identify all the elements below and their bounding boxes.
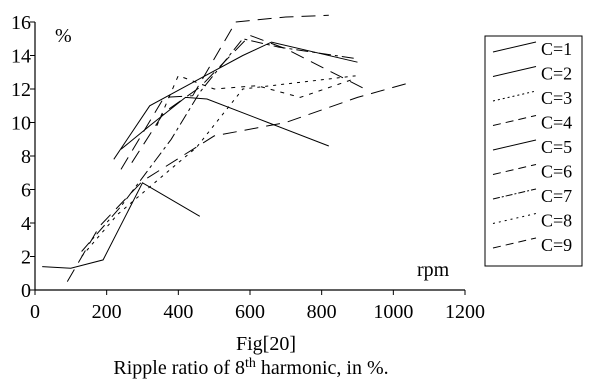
series-line-c2 [113,41,358,160]
series-line-c9 [131,34,369,163]
figure-caption: Ripple ratio of 8th harmonic, in %. [0,356,547,380]
legend-label-c8: C=8 [541,211,572,231]
series-line-c8 [156,74,355,126]
series-line-c5 [120,96,329,150]
y-tick-label: 6 [21,180,31,202]
legend-label-c6: C=6 [541,162,572,182]
legend-swatch-c3 [492,90,537,102]
x-axis-label: rpm [417,259,450,281]
chart-legend: C=1 C=2 C=3 C=4 C=5 C=6 C=7 C=8 C=9 [484,35,583,267]
legend-swatch-c8 [492,213,537,224]
x-tick-label: 1200 [445,301,485,323]
x-tick-label: 600 [235,301,265,323]
axis-tick-labels: 0 200 400 600 800 1000 1200 0 2 4 6 8 10 12 14 16 [11,12,485,323]
legend-swatch-c4 [492,115,537,126]
x-tick-label: 400 [163,301,193,323]
y-tick-label: 4 [21,213,31,235]
y-tick-label: 10 [11,113,31,135]
legend-box [484,35,583,267]
caption-text-end: harmonic, in %. [255,357,389,379]
chart-series [42,14,412,282]
y-tick-label: 8 [21,146,31,168]
series-line-c6 [120,14,329,170]
legend-swatch-c6 [492,164,537,175]
legend-swatch-c1 [492,41,537,53]
legend-label-c9: C=9 [541,235,572,255]
legend-swatch-c7 [492,188,537,200]
legend-swatch-c9 [492,237,537,249]
legend-label-c4: C=4 [541,113,572,133]
x-tick-label: 200 [92,301,122,323]
caption-superscript: th [245,356,256,371]
series-line-c4 [66,81,412,282]
axis-ticks [30,21,466,295]
legend-label-c1: C=1 [541,39,572,59]
y-tick-label: 2 [21,247,31,269]
y-tick-label: 16 [11,12,31,34]
y-tick-label: 12 [11,79,31,101]
legend-label-c5: C=5 [541,137,572,157]
series-line-c1 [42,182,201,269]
legend-swatch-c5 [492,139,537,151]
y-tick-label: 14 [11,46,31,68]
legend-label-c7: C=7 [541,186,572,206]
legend-label-c3: C=3 [541,88,572,108]
legend-label-c2: C=2 [541,64,572,84]
figure-number: Fig[20] [236,333,296,355]
caption-text-start: Ripple ratio of 8 [113,357,245,379]
series-line-c7 [81,38,358,252]
y-axis-label: % [55,25,72,47]
x-tick-label: 800 [307,301,337,323]
x-tick-label: 1000 [373,301,413,323]
x-tick-label: 0 [30,301,40,323]
chart-axes [34,22,465,291]
y-tick-label: 0 [21,280,31,302]
legend-swatch-c2 [492,66,537,77]
